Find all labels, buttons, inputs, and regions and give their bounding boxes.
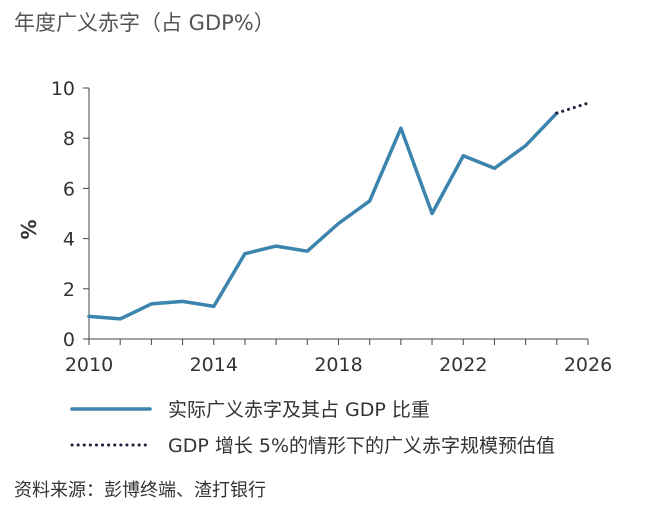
series-0-point (430, 212, 434, 216)
series-1-point (586, 101, 590, 105)
y-tick-label: 6 (63, 178, 75, 200)
series-0-point (337, 222, 341, 226)
series-0-point (492, 166, 496, 170)
chart-title: 年度广义赤字（占 GDP%） (14, 11, 275, 35)
series-0-point (212, 304, 216, 308)
legend-label: GDP 增长 5%的情形下的广义赤字规模预估值 (168, 435, 555, 457)
series-0-point (524, 144, 528, 148)
series-0-point (87, 314, 91, 318)
y-tick-label: 10 (51, 78, 75, 100)
series-layer (87, 101, 590, 321)
series-0-point (399, 126, 403, 130)
y-axis-label: % (17, 219, 41, 239)
series-0-point (181, 299, 185, 303)
series-0-point (461, 154, 465, 158)
source-note: 资料来源：彭博终端、渣打银行 (14, 480, 266, 501)
series-0-point (274, 244, 278, 248)
x-tick-label: 2014 (190, 354, 238, 376)
y-tick-label: 4 (63, 229, 75, 251)
y-tick-label: 0 (63, 329, 75, 351)
x-tick-label: 2010 (65, 354, 113, 376)
x-tick-label: 2022 (439, 354, 487, 376)
legend-label: 实际广义赤字及其占 GDP 比重 (168, 399, 430, 421)
y-tick-label: 2 (63, 279, 75, 301)
series-0-point (149, 302, 153, 306)
x-tick-label: 2018 (314, 354, 362, 376)
legend: 实际广义赤字及其占 GDP 比重 GDP 增长 5%的情形下的广义赤字规模预估值 (70, 399, 555, 457)
y-tick-label: 8 (63, 128, 75, 150)
series-line-0 (87, 111, 559, 321)
x-axis: 2010 2014 2018 2022 2026 (65, 338, 612, 376)
x-tick-label: 2026 (564, 354, 612, 376)
series-0-point (243, 252, 247, 256)
series-line-1 (555, 101, 590, 115)
series-0-point (368, 199, 372, 203)
series-0-point (305, 249, 309, 253)
series-1-point (555, 111, 559, 115)
series-0-point (118, 317, 122, 321)
y-axis: 0 2 4 6 8 10 (51, 78, 90, 351)
